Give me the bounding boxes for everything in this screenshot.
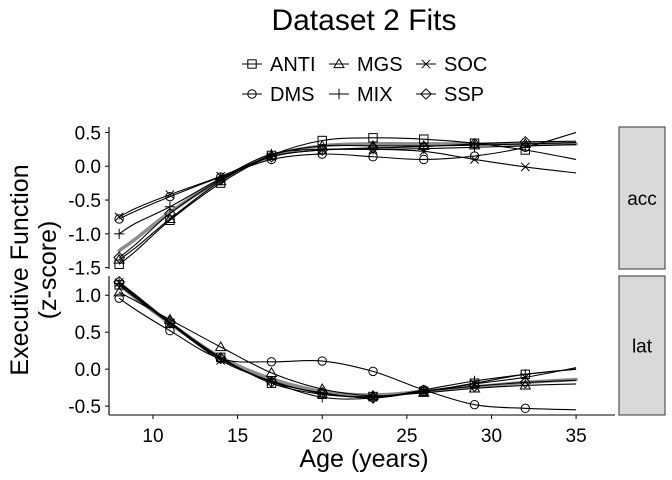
data-point-mix [317,392,328,403]
legend-item-mix: MIX [329,84,393,106]
series-line-ssp [118,140,577,258]
data-point-dms [317,356,327,366]
data-point-mix [215,353,226,365]
legend-marker-diamond [420,88,432,100]
data-point-mix [520,140,531,152]
legend-marker-circle [247,89,257,99]
series-line-ssp [118,281,577,399]
y-axis-label-line2: (z-score) [34,221,62,320]
legend-label: ANTI [270,54,316,76]
panel-acc: acc 0.5 0.0 -0.5 -1.0 -1.5 [68,123,666,280]
legend-item-mgs: MGS [329,54,403,76]
legend: ANTI MGS SOC DMS MIX SSP [242,54,487,106]
data-point-ssp [468,380,481,393]
legend-item-soc: SOC [416,54,487,76]
data-point-soc [520,162,530,172]
data-point-anti [419,134,429,144]
data-point-dms [165,191,175,202]
legend-marker-plus [333,88,345,100]
data-point-ssp [164,315,176,328]
data-point-ssp [214,173,227,186]
legend-item-anti: ANTI [242,54,316,76]
data-point-dms [469,399,480,410]
data-point-soc [114,212,124,222]
data-point-dms [368,366,378,377]
series-line-dms [118,297,577,411]
data-point-ssp [367,392,379,404]
legend-label: DMS [270,84,314,106]
data-point-ssp [214,352,227,364]
x-tick-label: 20 [312,426,333,447]
legend-marker-x [421,59,431,69]
data-point-mgs [164,212,176,224]
mean-fit-line [117,283,578,397]
y-tick-label: 0.0 [75,360,101,381]
y-tick-label: -1.5 [68,259,101,280]
x-tick-label: 30 [481,426,502,447]
legend-item-dms: DMS [242,84,314,106]
facet-strip-label: acc [627,189,657,210]
series-ssp [113,276,577,404]
x-axis-label: Age (years) [299,445,428,473]
data-point-ssp [164,207,176,220]
legend-label: MGS [357,54,403,76]
data-point-mix [266,148,277,160]
legend-label: MIX [357,84,393,106]
data-point-ssp [417,385,430,398]
data-point-ssp [367,142,379,154]
chart-title: Dataset 2 Fits [271,4,456,37]
data-point-anti [114,259,124,269]
data-point-ssp [113,276,126,288]
x-tick-label: 10 [142,426,163,447]
legend-marker-triangle [333,58,345,69]
y-tick-label: 1.0 [75,286,101,307]
data-point-dms [419,154,429,165]
facet-strip-acc: acc [618,126,666,270]
data-point-ssp [113,251,126,264]
data-point-ssp [265,375,278,388]
data-point-mix [164,201,176,212]
series-ssp [113,135,577,264]
data-point-dms [266,357,277,367]
data-point-ssp [265,150,278,163]
y-tick-label: 0.5 [75,123,101,144]
x-tick-label: 25 [396,426,417,447]
facet-strip-label: lat [632,337,653,358]
data-point-dms [114,293,124,303]
y-axis-label-line1: Executive Function [6,164,34,375]
legend-label: SSP [444,84,484,106]
y-tick-label: -0.5 [68,397,101,418]
x-tick-label: 15 [227,426,248,447]
data-point-ssp [316,386,329,399]
data-point-ssp [519,376,532,389]
legend-marker-square [247,59,257,69]
data-point-ssp [519,135,532,148]
x-tick-label: 35 [566,426,587,447]
legend-item-ssp: SSP [416,84,484,106]
panel-lat: lat 1.0 0.5 0.0 -0.5 10 15 20 25 30 35 [68,275,666,447]
y-tick-label: -1.0 [68,225,101,246]
panels: acc 0.5 0.0 -0.5 -1.0 -1.5 lat 1.0 0.5 0.0 -0.5 10 1… [68,123,666,447]
data-point-ssp [468,137,481,150]
y-tick-label: 0.0 [75,157,101,178]
y-tick-label: 0.5 [75,323,101,344]
data-point-mgs [265,366,278,377]
data-point-anti [368,133,378,143]
series-line-soc [118,282,577,398]
data-point-dms [520,403,531,414]
data-point-ssp [316,144,329,156]
facet-strip-lat: lat [618,275,666,416]
data-point-ssp [417,140,430,153]
data-point-mgs [113,286,126,297]
data-point-dms [114,214,124,224]
data-point-mix [113,228,125,240]
legend-label: SOC [444,54,487,76]
data-point-mgs [214,340,227,352]
y-tick-label: -0.5 [68,191,101,212]
